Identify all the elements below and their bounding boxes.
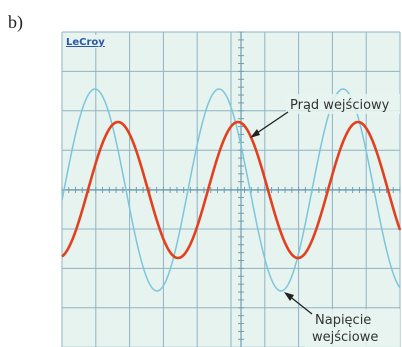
current-label: Prąd wejściowy (290, 98, 390, 113)
panel-label: b) (8, 12, 23, 33)
figure: b) LeCroy Prąd wejściowy Napięcie wejści… (0, 0, 402, 347)
voltage-label: wejściowe (312, 330, 378, 345)
voltage-label: Napięcie (315, 313, 371, 328)
brand: LeCroy (66, 37, 105, 48)
